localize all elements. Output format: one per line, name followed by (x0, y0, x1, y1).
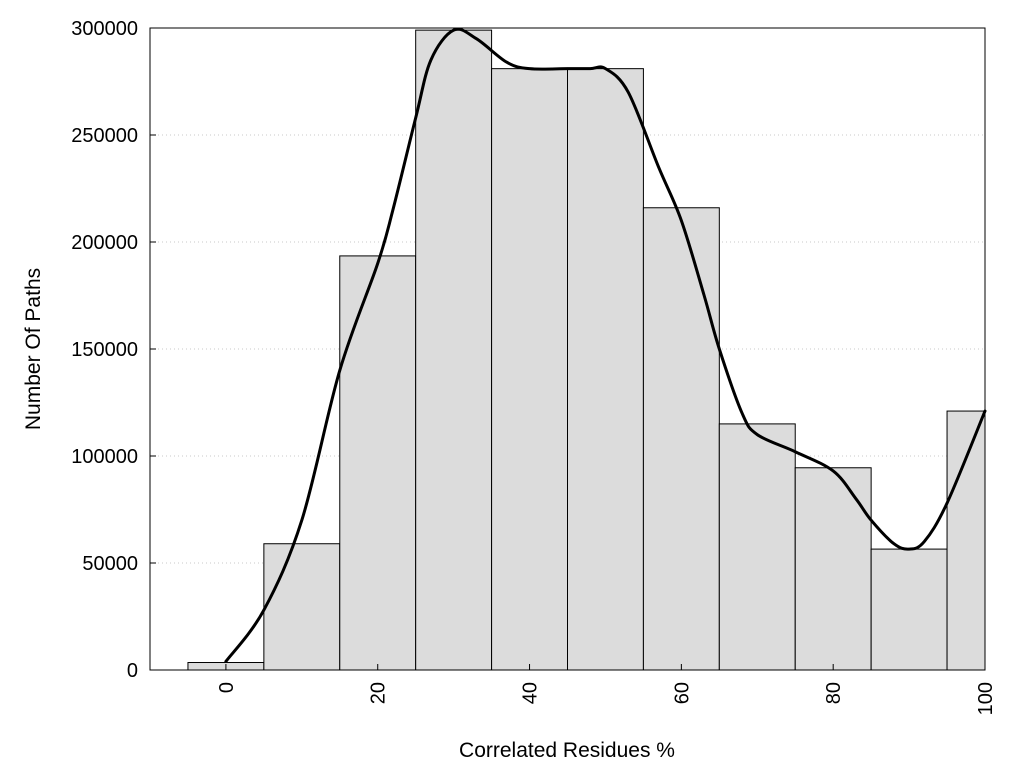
histogram-bars (187, 29, 986, 671)
x-axis-title: Correlated Residues % (459, 739, 675, 762)
y-axis-ticks: 0 50000 100000 150000 200000 250000 300000 (71, 18, 156, 682)
y-axis-title: Number Of Paths (22, 268, 45, 430)
x-tick-label-4: 80 (823, 682, 845, 704)
histogram-bar-4 (491, 68, 568, 671)
y-tick-label-5: 250000 (71, 125, 138, 147)
density-curve (224, 27, 987, 663)
y-tick-label-6: 300000 (71, 18, 138, 40)
x-tick-label-0: 0 (216, 682, 238, 693)
histogram-bar-8 (794, 467, 872, 671)
histogram-bar-7 (718, 423, 796, 671)
y-tick-label-0: 0 (127, 660, 138, 682)
histogram-bar-5 (567, 68, 644, 671)
x-tick-label-5: 100 (975, 682, 997, 715)
density-curve-line (224, 27, 987, 663)
histogram-bar-2 (339, 255, 417, 671)
x-tick-label-2: 40 (520, 682, 542, 704)
x-tick-label-3: 60 (671, 682, 693, 704)
x-tick-label-1: 20 (368, 682, 390, 704)
histogram-bar-3 (415, 29, 493, 671)
y-tick-label-1: 50000 (82, 553, 138, 575)
y-tick-label-2: 100000 (71, 446, 138, 468)
histogram-bar-6 (642, 207, 720, 671)
y-tick-label-3: 150000 (71, 339, 138, 361)
histogram-bar-9 (870, 548, 948, 671)
histogram-bar-1 (263, 543, 341, 671)
histogram-bar-10 (946, 410, 986, 671)
x-axis-ticks: 0 20 40 60 80 100 (216, 664, 997, 715)
y-tick-label-4: 200000 (71, 232, 138, 254)
